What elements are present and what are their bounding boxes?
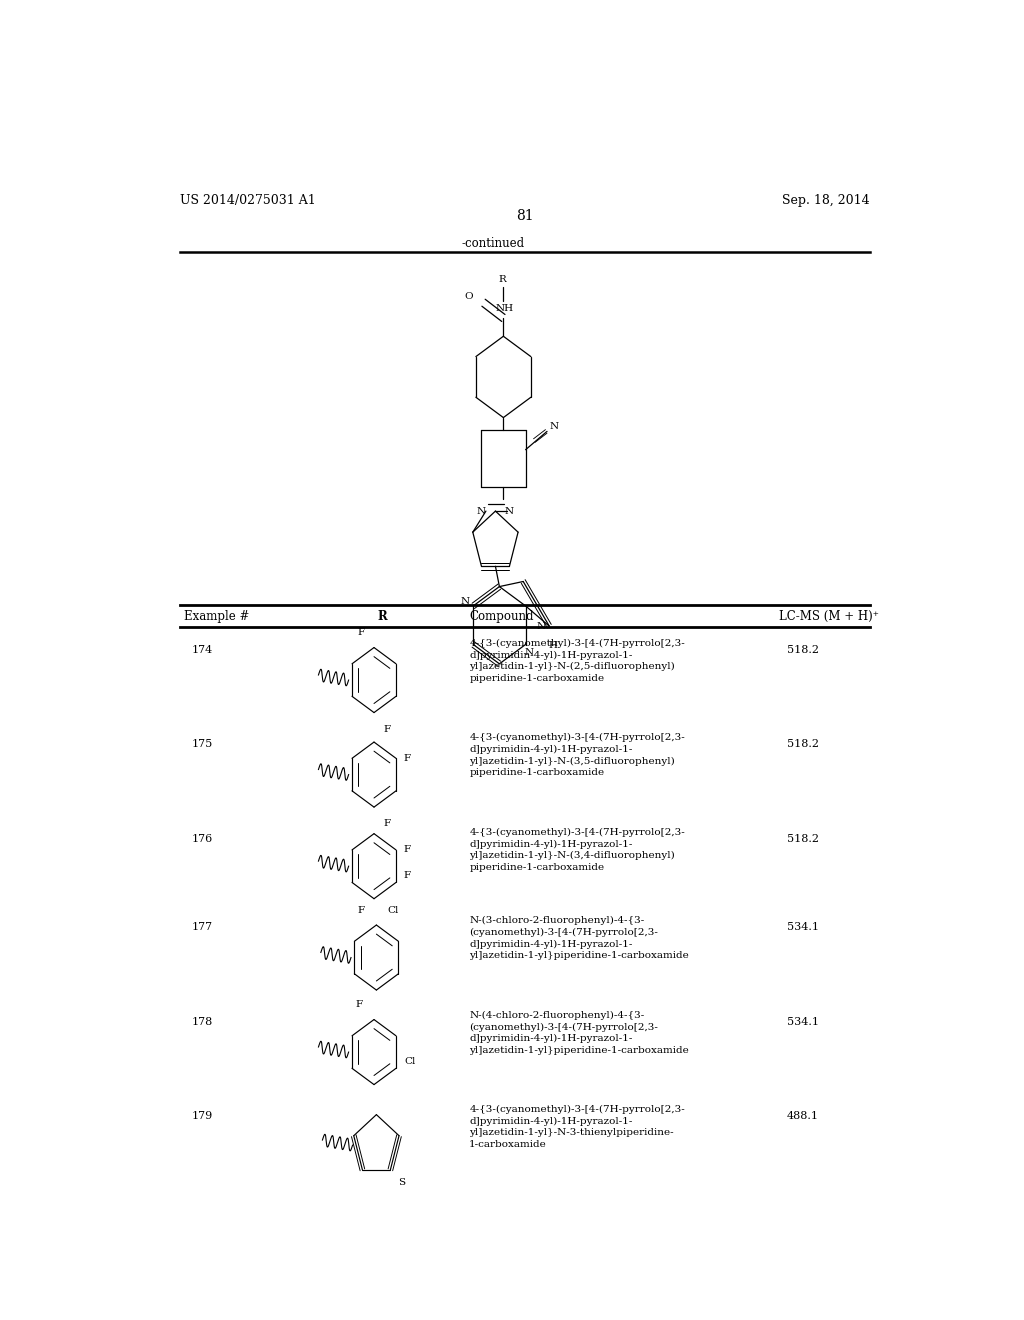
Text: F: F <box>383 820 390 829</box>
Text: Sep. 18, 2014: Sep. 18, 2014 <box>782 194 870 207</box>
Text: N: N <box>504 507 513 516</box>
Text: Example #: Example # <box>183 610 249 623</box>
Text: 488.1: 488.1 <box>786 1111 819 1122</box>
Text: F: F <box>355 1001 362 1010</box>
Text: 4-{3-(cyanomethyl)-3-[4-(7H-pyrrolo[2,3-
d]pyrimidin-4-yl)-1H-pyrazol-1-
yl]azet: 4-{3-(cyanomethyl)-3-[4-(7H-pyrrolo[2,3-… <box>469 639 685 682</box>
Text: S: S <box>398 1177 406 1187</box>
Text: US 2014/0275031 A1: US 2014/0275031 A1 <box>179 194 315 207</box>
Text: N: N <box>525 648 535 657</box>
Text: 174: 174 <box>191 645 213 655</box>
Text: 177: 177 <box>191 923 213 932</box>
Text: R: R <box>499 276 506 284</box>
Text: F: F <box>403 871 411 880</box>
Text: Cl: Cl <box>387 906 398 915</box>
Text: 178: 178 <box>191 1016 213 1027</box>
Text: F: F <box>357 906 365 915</box>
Text: H: H <box>549 642 558 651</box>
Text: F: F <box>403 845 411 854</box>
Text: N: N <box>476 507 485 516</box>
Text: 518.2: 518.2 <box>786 834 819 843</box>
Text: N-(4-chloro-2-fluorophenyl)-4-{3-
(cyanomethyl)-3-[4-(7H-pyrrolo[2,3-
d]pyrimidi: N-(4-chloro-2-fluorophenyl)-4-{3- (cyano… <box>469 1011 689 1055</box>
Text: NH: NH <box>496 304 514 313</box>
Text: 81: 81 <box>516 210 534 223</box>
Text: Compound: Compound <box>469 610 534 623</box>
Text: LC-MS (M + H)⁺: LC-MS (M + H)⁺ <box>778 610 879 623</box>
Text: 176: 176 <box>191 834 213 843</box>
Text: F: F <box>383 725 390 734</box>
Text: F: F <box>357 628 365 638</box>
Text: N: N <box>550 422 558 430</box>
Text: 518.2: 518.2 <box>786 739 819 750</box>
Text: 4-{3-(cyanomethyl)-3-[4-(7H-pyrrolo[2,3-
d]pyrimidin-4-yl)-1H-pyrazol-1-
yl]azet: 4-{3-(cyanomethyl)-3-[4-(7H-pyrrolo[2,3-… <box>469 1105 685 1148</box>
Text: F: F <box>403 754 411 763</box>
Text: Cl: Cl <box>404 1057 416 1067</box>
Text: 534.1: 534.1 <box>786 1016 819 1027</box>
Text: 518.2: 518.2 <box>786 645 819 655</box>
Text: 4-{3-(cyanomethyl)-3-[4-(7H-pyrrolo[2,3-
d]pyrimidin-4-yl)-1H-pyrazol-1-
yl]azet: 4-{3-(cyanomethyl)-3-[4-(7H-pyrrolo[2,3-… <box>469 828 685 871</box>
Text: O: O <box>465 292 473 301</box>
Text: N: N <box>537 622 546 631</box>
Text: R: R <box>377 610 387 623</box>
Text: 4-{3-(cyanomethyl)-3-[4-(7H-pyrrolo[2,3-
d]pyrimidin-4-yl)-1H-pyrazol-1-
yl]azet: 4-{3-(cyanomethyl)-3-[4-(7H-pyrrolo[2,3-… <box>469 734 685 777</box>
Text: 179: 179 <box>191 1111 213 1122</box>
Text: N: N <box>461 598 470 606</box>
Text: -continued: -continued <box>461 236 524 249</box>
Text: N-(3-chloro-2-fluorophenyl)-4-{3-
(cyanomethyl)-3-[4-(7H-pyrrolo[2,3-
d]pyrimidi: N-(3-chloro-2-fluorophenyl)-4-{3- (cyano… <box>469 916 689 960</box>
Text: 175: 175 <box>191 739 213 750</box>
Text: 534.1: 534.1 <box>786 923 819 932</box>
